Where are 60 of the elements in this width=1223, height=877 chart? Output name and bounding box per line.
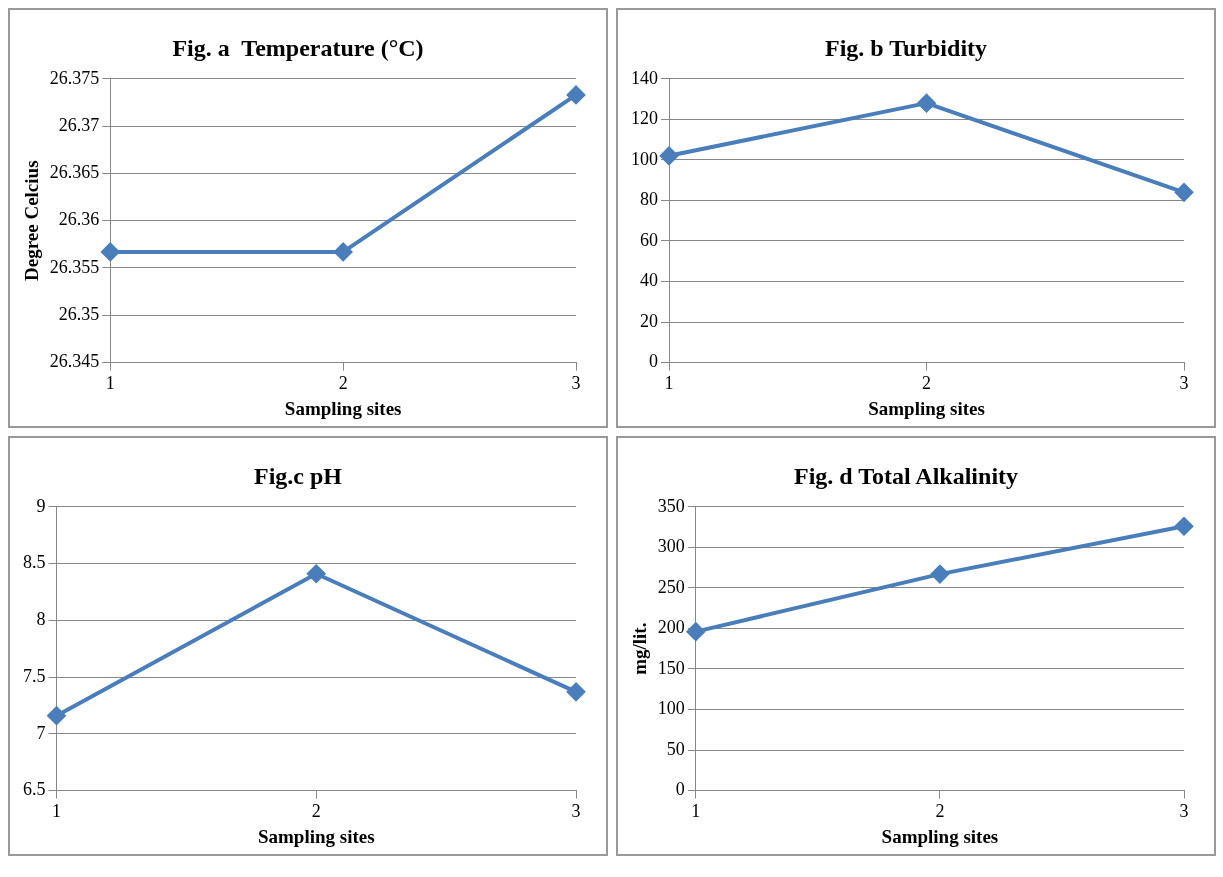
- x-tick-label: 2: [338, 373, 348, 394]
- y-tick-label: 120: [631, 108, 658, 129]
- x-axis-title: Sampling sites: [284, 397, 402, 419]
- y-tick-label: 60: [640, 229, 658, 250]
- y-tick-label: 80: [640, 189, 658, 210]
- y-tick-label: 150: [657, 657, 685, 678]
- y-tick-label: 350: [657, 495, 685, 516]
- y-tick-label: 26.345: [49, 351, 100, 372]
- y-tick-label: 50: [666, 738, 685, 759]
- y-tick-label: 26.355: [49, 256, 100, 277]
- point: [930, 565, 949, 584]
- x-axis-title: Sampling sites: [868, 397, 985, 419]
- y-tick-label: 100: [657, 698, 685, 719]
- y-tick-label: 6.5: [23, 779, 46, 800]
- y-tick-label: 26.375: [49, 67, 100, 88]
- point: [567, 682, 585, 701]
- y-tick-label: 9: [36, 495, 46, 516]
- point: [660, 146, 678, 165]
- y-tick-label: 200: [657, 617, 685, 638]
- y-tick-label: 7: [36, 722, 46, 743]
- chart-title: Fig.c pH: [254, 462, 343, 489]
- point: [1175, 517, 1193, 536]
- x-tick-label: 2: [922, 373, 931, 394]
- point: [917, 94, 936, 113]
- x-tick-label: 1: [691, 801, 701, 822]
- y-tick-label: 26.36: [58, 209, 100, 230]
- x-tick-label: 2: [311, 801, 321, 822]
- y-tick-label: 8: [36, 609, 46, 630]
- y-axis-title: Degree Celcius: [21, 160, 43, 281]
- x-tick-label: 2: [935, 801, 945, 822]
- x-tick-label: 3: [571, 801, 581, 822]
- y-tick-label: 26.35: [58, 304, 100, 325]
- point: [47, 706, 66, 725]
- x-tick-label: 3: [1179, 801, 1189, 822]
- y-tick-label: 40: [640, 270, 658, 291]
- x-axis-title: Sampling sites: [881, 825, 999, 847]
- chart-title: Fig. b Turbidity: [824, 34, 988, 61]
- y-tick-label: 0: [675, 779, 685, 800]
- x-tick-label: 3: [1179, 373, 1189, 394]
- y-tick-label: 26.37: [58, 114, 100, 135]
- y-tick-label: 100: [631, 148, 658, 169]
- x-tick-label: 3: [571, 373, 581, 394]
- x-tick-label: 1: [52, 801, 61, 822]
- y-tick-label: 250: [657, 576, 685, 597]
- y-axis-title: mg/lit.: [629, 622, 651, 675]
- point: [686, 622, 705, 641]
- y-tick-label: 140: [631, 67, 658, 88]
- y-tick-label: 8.5: [23, 552, 46, 573]
- y-tick-label: 7.5: [23, 665, 46, 686]
- point: [1175, 183, 1193, 202]
- point: [307, 564, 326, 583]
- chart-title: Fig. a Temperature (°C): [172, 34, 424, 61]
- x-tick-label: 1: [664, 373, 674, 394]
- chart-title: Fig. d Total Alkalinity: [793, 462, 1019, 489]
- y-tick-label: 0: [649, 351, 658, 372]
- y-tick-label: 300: [657, 536, 685, 557]
- x-axis-title: Sampling sites: [257, 825, 375, 847]
- x-tick-label: 1: [105, 373, 115, 394]
- y-tick-label: 26.365: [49, 162, 100, 183]
- y-tick-label: 20: [640, 310, 658, 331]
